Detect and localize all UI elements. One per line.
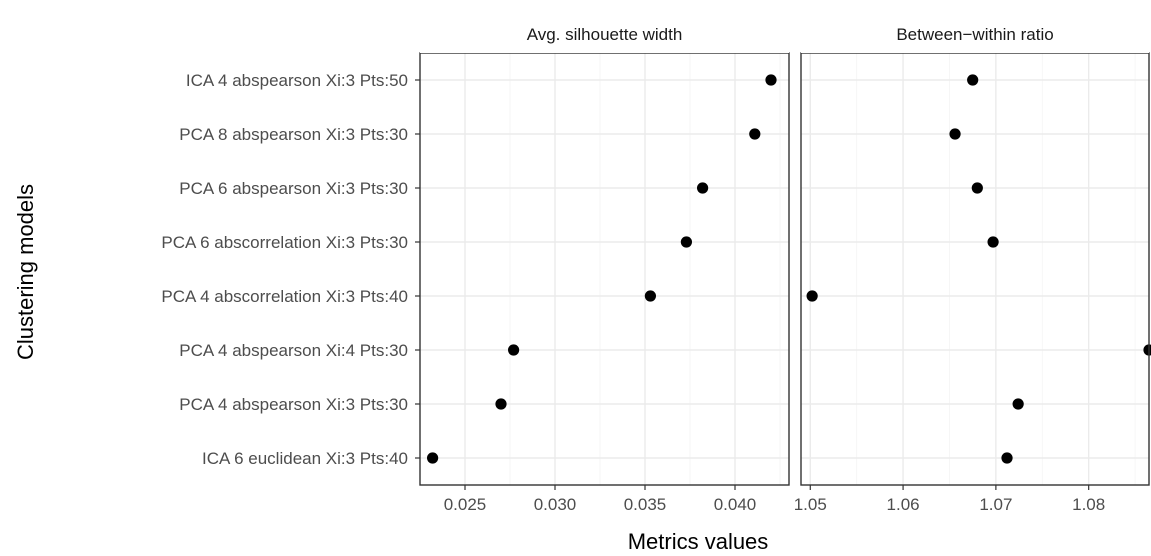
data-point bbox=[644, 290, 657, 302]
data-point bbox=[949, 128, 961, 140]
panel-avg-silhouette-width: Avg. silhouette width 0.025 0.030 0.035 0.04… bbox=[415, 15, 790, 514]
strip-background bbox=[801, 15, 1149, 53]
data-point bbox=[1001, 452, 1013, 464]
panel-background bbox=[801, 53, 1149, 485]
y-tick-label: ICA 4 abspearson Xi:3 Pts:50 bbox=[186, 71, 408, 90]
y-tick-label: PCA 4 abspearson Xi:4 Pts:30 bbox=[179, 341, 408, 360]
panel-background bbox=[420, 53, 789, 485]
x-tick-label: 0.040 bbox=[714, 495, 757, 514]
data-point bbox=[806, 290, 818, 302]
x-tick-label: 1.06 bbox=[887, 495, 920, 514]
strip-title-avg-silhouette-width: Avg. silhouette width bbox=[527, 25, 683, 44]
x-tick-label: 0.035 bbox=[624, 495, 667, 514]
y-tick-label: PCA 6 abscorrelation Xi:3 Pts:30 bbox=[161, 233, 408, 252]
data-point bbox=[507, 344, 520, 356]
y-tick-label: PCA 6 abspearson Xi:3 Pts:30 bbox=[179, 179, 408, 198]
y-tick-label: ICA 6 euclidean Xi:3 Pts:40 bbox=[202, 449, 408, 468]
x-tick-label: 1.07 bbox=[979, 495, 1012, 514]
data-point bbox=[680, 236, 693, 248]
data-point bbox=[495, 398, 507, 410]
data-point bbox=[967, 74, 979, 86]
x-axis-title: Metrics values bbox=[628, 529, 769, 554]
data-point bbox=[427, 452, 439, 464]
x-tick-label: 0.030 bbox=[534, 495, 577, 514]
y-tick-label: PCA 8 abspearson Xi:3 Pts:30 bbox=[179, 125, 408, 144]
data-point bbox=[1012, 398, 1024, 410]
data-point bbox=[765, 74, 777, 86]
data-point bbox=[971, 182, 983, 194]
y-tick-label: PCA 4 abscorrelation Xi:3 Pts:40 bbox=[161, 287, 408, 306]
panel-between-within-ratio: Between−within ratio 1.05 1.06 1.07 1.08 bbox=[794, 15, 1151, 514]
data-point bbox=[697, 182, 709, 194]
x-tick-label: 1.08 bbox=[1072, 495, 1105, 514]
y-axis-tick-labels: ICA 4 abspearson Xi:3 Pts:50 PCA 8 abspea… bbox=[161, 71, 408, 468]
y-tick-label: PCA 4 abspearson Xi:3 Pts:30 bbox=[179, 395, 408, 414]
strip-background bbox=[420, 15, 789, 53]
data-point bbox=[749, 128, 761, 140]
data-point bbox=[987, 236, 999, 248]
strip-title-between-within-ratio: Between−within ratio bbox=[896, 25, 1053, 44]
y-axis-title: Clustering models bbox=[13, 184, 38, 360]
x-tick-label: 0.025 bbox=[444, 495, 487, 514]
x-tick-label: 1.05 bbox=[794, 495, 827, 514]
